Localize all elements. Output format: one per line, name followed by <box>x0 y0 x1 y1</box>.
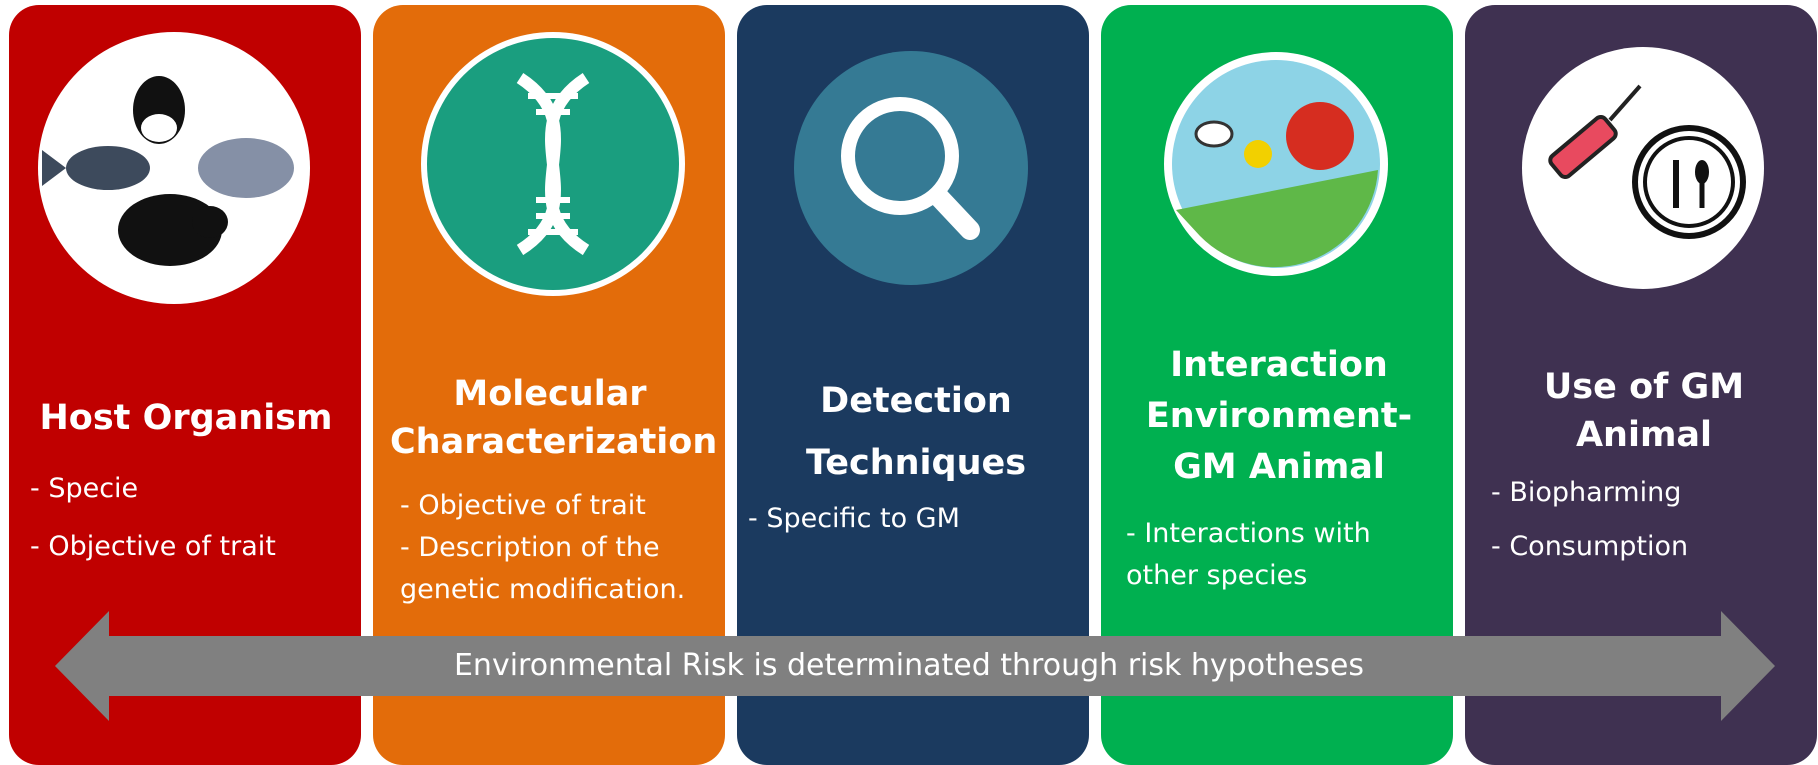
arrow-label: Environmental Risk is determinated throu… <box>0 646 1818 686</box>
column-title: Host Organism <box>36 394 336 442</box>
magnifier-icon <box>794 51 1028 285</box>
use-icon <box>1522 47 1764 289</box>
item: - Interactions with <box>1126 513 1371 555</box>
column-title: Molecular Characterization <box>390 370 710 466</box>
dna-icon <box>421 32 685 296</box>
item-list: - Objective of trait - Description of th… <box>400 485 685 611</box>
page: {"columns": [ {"title": "Host Organism",… <box>0 0 1818 731</box>
item: - Specific to GM <box>748 498 960 540</box>
item-list: - Interactions with other species <box>1126 513 1371 597</box>
animals-icon <box>38 32 310 304</box>
column-title: Detection Techniques <box>806 370 1026 494</box>
environment-icon <box>1164 52 1388 276</box>
item-list: - Specific to GM <box>748 498 960 540</box>
item: - Objective of trait <box>400 485 685 527</box>
item: other species <box>1126 555 1371 597</box>
item: - Description of the <box>400 527 685 569</box>
item: - Biopharming <box>1491 466 1688 520</box>
item: genetic modification. <box>400 569 685 611</box>
item-list: - Specie - Objective of trait <box>30 460 276 576</box>
item: - Specie <box>30 460 276 518</box>
item-list: - Biopharming - Consumption <box>1491 466 1688 574</box>
item: - Consumption <box>1491 520 1688 574</box>
item: - Objective of trait <box>30 518 276 576</box>
column-title: Interaction Environment-GM Animal <box>1144 340 1414 493</box>
column-title: Use of GM Animal <box>1534 363 1754 459</box>
